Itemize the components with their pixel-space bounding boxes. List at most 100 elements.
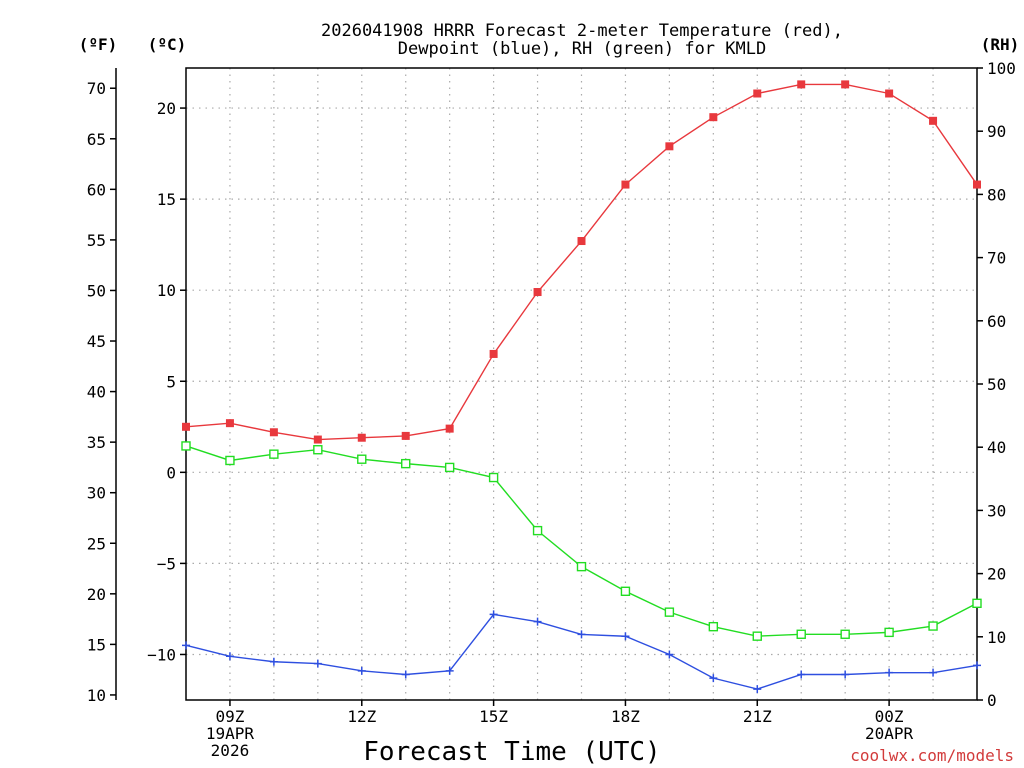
dewpoint-point <box>401 670 410 679</box>
dewpoint-point <box>929 668 938 677</box>
dewpoint-point <box>885 668 894 677</box>
rh-point <box>928 621 938 631</box>
rh-point <box>488 472 499 483</box>
fahrenheit-tick-label: 25 <box>87 534 106 553</box>
tick-labels: 10 15 20 25 30 35 40 45 50 55 60 65 70 −10 −5 0 5 10 15 20 0… <box>87 59 1016 760</box>
temperature-point <box>313 435 322 444</box>
temperature-point <box>182 422 190 431</box>
dewpoint-point <box>709 674 718 683</box>
fahrenheit-tick-label: 15 <box>87 635 106 654</box>
rh-point <box>796 629 806 639</box>
rh-point <box>532 525 543 536</box>
fahrenheit-tick-label: 55 <box>87 231 106 250</box>
dewpoint-point <box>797 670 806 679</box>
gridlines <box>186 68 977 700</box>
dewpoint-point <box>182 641 190 650</box>
rh-point <box>664 607 675 617</box>
rh-unit-label: (RH) <box>981 35 1020 54</box>
rh-point <box>576 561 587 572</box>
rh-point <box>884 627 894 638</box>
temperature-point <box>709 113 718 122</box>
dewpoint-point <box>269 657 278 666</box>
rh-point <box>620 586 631 596</box>
dewpoint-point <box>533 617 542 626</box>
rh-tick-label: 10 <box>987 628 1006 647</box>
rh-point <box>401 458 411 469</box>
temperature-point <box>885 89 894 98</box>
chart-title-line-2: Dewpoint (blue), RH (green) for KMLD <box>398 39 766 59</box>
temperature-point <box>357 433 366 442</box>
x-tick-label: 09Z <box>215 707 244 726</box>
rh-tick-label: 60 <box>987 312 1006 331</box>
x-tick-label: 12Z <box>347 707 376 726</box>
dewpoint-point <box>489 610 498 619</box>
rh-point <box>357 454 367 464</box>
data-series <box>181 80 982 694</box>
rh-point <box>840 629 850 639</box>
dewpoint-line <box>185 613 978 690</box>
temperature-point <box>797 80 806 89</box>
axes <box>110 67 983 706</box>
temperature-point <box>973 180 981 189</box>
dewpoint-point <box>313 659 322 668</box>
rh-tick-label: 20 <box>987 565 1006 584</box>
plot-frame <box>185 67 978 701</box>
temperature-point <box>401 431 410 440</box>
temperature-point <box>929 116 938 125</box>
temperature-line <box>185 83 978 441</box>
rh-tick-label: 40 <box>987 438 1006 457</box>
fahrenheit-tick-label: 65 <box>87 130 106 149</box>
rh-tick-label: 90 <box>987 122 1006 141</box>
rh-tick-label: 70 <box>987 249 1006 268</box>
rh-tick-label: 50 <box>987 375 1006 394</box>
fahrenheit-unit-label: (ºF) <box>79 35 118 54</box>
celsius-tick-label: 10 <box>157 281 176 300</box>
x-tick-label: 21Z <box>743 707 772 726</box>
dewpoint-point <box>577 630 586 639</box>
celsius-tick-label: 5 <box>166 372 176 391</box>
chart-title-line-1: 2026041908 HRRR Forecast 2-meter Tempera… <box>321 21 843 41</box>
rh-point <box>444 462 455 473</box>
temperature-point <box>621 180 630 189</box>
fahrenheit-tick-label: 70 <box>87 79 106 98</box>
celsius-tick-label: 20 <box>157 99 176 118</box>
dewpoint-point <box>973 661 981 670</box>
rh-tick-label: 80 <box>987 185 1006 204</box>
temperature-point <box>753 89 762 98</box>
celsius-tick-label: 0 <box>166 463 176 482</box>
rh-point <box>181 441 191 451</box>
credit-text: coolwx.com/models <box>850 746 1014 765</box>
x-tick-label: 20APR <box>865 724 914 743</box>
fahrenheit-tick-label: 35 <box>87 433 106 452</box>
x-tick-label: 2026 <box>211 741 250 760</box>
x-tick-label: 18Z <box>611 707 640 726</box>
temperature-point <box>269 428 278 437</box>
celsius-unit-label: (ºC) <box>148 35 187 54</box>
temperature-point <box>225 419 234 428</box>
fahrenheit-tick-label: 40 <box>87 383 106 402</box>
dewpoint-point <box>621 632 630 641</box>
x-axis-label: Forecast Time (UTC) <box>363 737 660 767</box>
fahrenheit-tick-label: 10 <box>87 686 106 705</box>
dewpoint-point <box>225 652 234 661</box>
temperature-point <box>577 237 586 246</box>
temperature-point <box>489 349 498 358</box>
fahrenheit-tick-label: 60 <box>87 180 106 199</box>
dewpoint-point <box>841 670 850 679</box>
fahrenheit-tick-label: 50 <box>87 281 106 300</box>
temperature-point <box>665 142 674 151</box>
rh-point <box>225 455 235 466</box>
fahrenheit-tick-label: 30 <box>87 484 106 503</box>
rh-point <box>269 449 279 459</box>
celsius-tick-label: −10 <box>147 645 176 664</box>
celsius-tick-label: 15 <box>157 190 176 209</box>
fahrenheit-tick-label: 45 <box>87 332 106 351</box>
temperature-point <box>445 424 454 433</box>
temperature-point <box>533 288 542 297</box>
rh-tick-label: 0 <box>987 691 997 710</box>
rh-point <box>972 598 982 609</box>
x-tick-label: 15Z <box>479 707 508 726</box>
rh-point <box>708 621 719 632</box>
dewpoint-point <box>445 666 454 675</box>
